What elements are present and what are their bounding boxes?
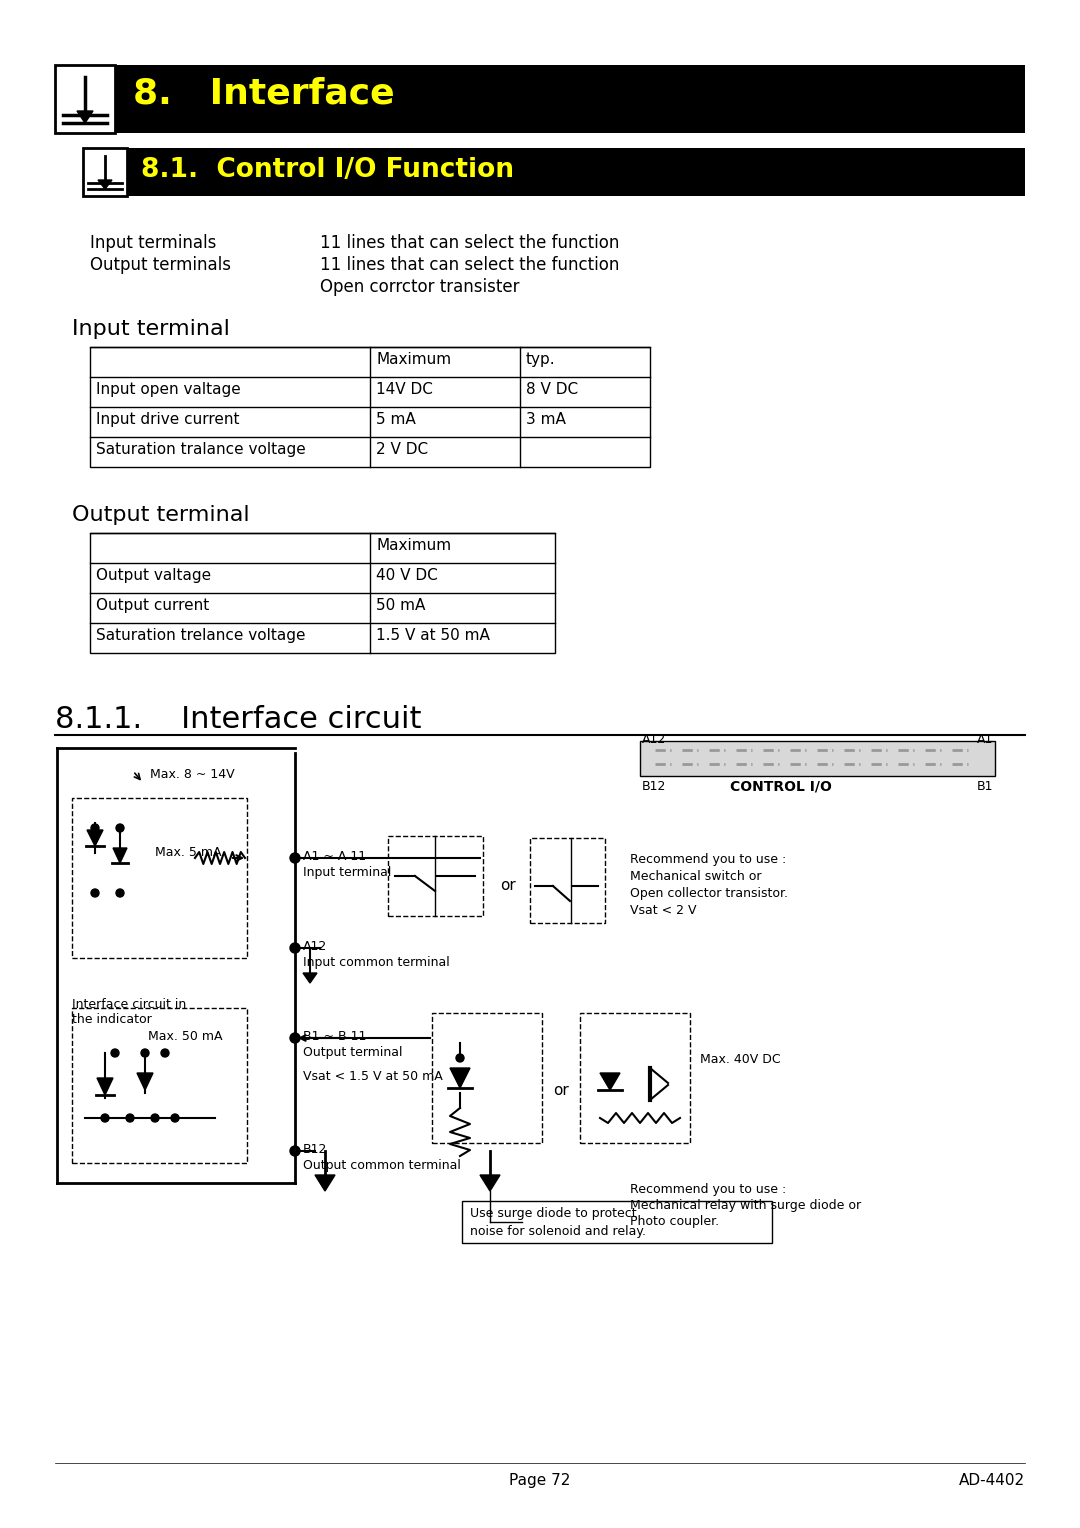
Text: CONTROL I/O: CONTROL I/O (730, 779, 832, 795)
Text: Input terminals: Input terminals (90, 234, 216, 252)
Circle shape (291, 943, 300, 953)
Bar (640, 741, 995, 776)
Bar (114, 66, 1025, 133)
Text: Recommend you to use :: Recommend you to use : (630, 853, 786, 866)
Bar (90, 347, 650, 468)
Text: Saturation tralance voltage: Saturation tralance voltage (96, 442, 306, 457)
Text: Saturation trelance voltage: Saturation trelance voltage (96, 628, 306, 643)
Circle shape (116, 889, 124, 897)
Text: 8.1.  Control I/O Function: 8.1. Control I/O Function (141, 157, 514, 183)
Polygon shape (98, 180, 112, 189)
Polygon shape (77, 112, 93, 122)
Bar (90, 533, 555, 652)
Text: Input drive current: Input drive current (96, 413, 240, 426)
Polygon shape (137, 1073, 153, 1089)
Text: Max. 5 mA: Max. 5 mA (156, 847, 221, 859)
Text: Interface circuit in: Interface circuit in (72, 998, 186, 1012)
Text: Input common terminal: Input common terminal (303, 957, 449, 969)
Polygon shape (315, 1175, 335, 1190)
Polygon shape (87, 830, 103, 847)
Text: 14V DC: 14V DC (376, 382, 433, 397)
Circle shape (91, 889, 99, 897)
Circle shape (151, 1114, 159, 1122)
Circle shape (171, 1114, 179, 1122)
Text: Recommend you to use :: Recommend you to use : (630, 1183, 786, 1196)
Text: B1 ~ B 11: B1 ~ B 11 (303, 1030, 366, 1044)
Polygon shape (97, 1077, 113, 1096)
Text: 40 V DC: 40 V DC (376, 568, 437, 584)
Text: Maximum: Maximum (376, 538, 451, 553)
Text: B12: B12 (303, 1143, 327, 1157)
Text: Use surge diode to protect: Use surge diode to protect (470, 1207, 636, 1219)
Text: Vsat < 1.5 V at 50 mA: Vsat < 1.5 V at 50 mA (303, 1070, 443, 1083)
Text: Vsat < 2 V: Vsat < 2 V (630, 905, 697, 917)
Text: Page 72: Page 72 (510, 1473, 570, 1488)
Text: Photo coupler.: Photo coupler. (630, 1215, 719, 1229)
Text: Output current: Output current (96, 597, 210, 613)
Text: 50 mA: 50 mA (376, 597, 426, 613)
Text: 2 V DC: 2 V DC (376, 442, 428, 457)
Bar (83, 148, 127, 196)
Text: 1.5 V at 50 mA: 1.5 V at 50 mA (376, 628, 490, 643)
Text: 8.1.1.    Interface circuit: 8.1.1. Interface circuit (55, 704, 421, 733)
Circle shape (111, 1050, 119, 1057)
Circle shape (126, 1114, 134, 1122)
Polygon shape (600, 1073, 620, 1089)
Text: B1: B1 (976, 779, 993, 793)
Polygon shape (480, 1175, 500, 1190)
Text: Mechanical relay with surge diode or: Mechanical relay with surge diode or (630, 1199, 861, 1212)
Text: Input open valtage: Input open valtage (96, 382, 241, 397)
Bar (462, 1201, 772, 1242)
Text: typ.: typ. (526, 351, 555, 367)
Text: 8 V DC: 8 V DC (526, 382, 578, 397)
Circle shape (116, 824, 124, 833)
Circle shape (161, 1050, 168, 1057)
Text: noise for solenoid and relay.: noise for solenoid and relay. (470, 1225, 646, 1238)
Text: or: or (553, 1083, 569, 1099)
Text: 3 mA: 3 mA (526, 413, 566, 426)
Text: A1 ~ A 11: A1 ~ A 11 (303, 850, 366, 863)
Text: 11 lines that can select the function: 11 lines that can select the function (320, 234, 619, 252)
Text: Max. 8 ~ 14V: Max. 8 ~ 14V (150, 769, 234, 781)
Text: Input terminal: Input terminal (72, 319, 230, 339)
Circle shape (291, 1033, 300, 1044)
Bar (55, 66, 114, 133)
Text: B12: B12 (642, 779, 666, 793)
Text: 8.   Interface: 8. Interface (133, 76, 394, 112)
Text: Max. 40V DC: Max. 40V DC (700, 1053, 781, 1067)
Polygon shape (113, 848, 127, 863)
Text: or: or (500, 879, 516, 892)
Text: Output terminals: Output terminals (90, 257, 231, 274)
Text: AD-4402: AD-4402 (959, 1473, 1025, 1488)
Circle shape (91, 824, 99, 833)
Circle shape (141, 1050, 149, 1057)
Text: Output terminal: Output terminal (72, 504, 249, 526)
Polygon shape (303, 973, 318, 983)
Text: A12: A12 (303, 940, 327, 953)
Text: Maximum: Maximum (376, 351, 451, 367)
Text: A12: A12 (642, 733, 666, 746)
Bar (127, 148, 1025, 196)
Text: Input terminal: Input terminal (303, 866, 391, 879)
Text: Max. 50 mA: Max. 50 mA (148, 1030, 222, 1044)
Text: Output terminal: Output terminal (303, 1047, 403, 1059)
Text: 11 lines that can select the function: 11 lines that can select the function (320, 257, 619, 274)
Circle shape (102, 1114, 109, 1122)
Text: Open collector transistor.: Open collector transistor. (630, 886, 788, 900)
Text: 5 mA: 5 mA (376, 413, 416, 426)
Text: Open corrctor transister: Open corrctor transister (320, 278, 519, 296)
Text: Output valtage: Output valtage (96, 568, 211, 584)
Text: the indicator: the indicator (72, 1013, 152, 1025)
Circle shape (291, 853, 300, 863)
Text: A1: A1 (976, 733, 993, 746)
Circle shape (456, 1054, 464, 1062)
Polygon shape (450, 1068, 470, 1088)
Circle shape (291, 1146, 300, 1157)
Text: Output common terminal: Output common terminal (303, 1160, 461, 1172)
Text: Mechanical switch or: Mechanical switch or (630, 869, 761, 883)
